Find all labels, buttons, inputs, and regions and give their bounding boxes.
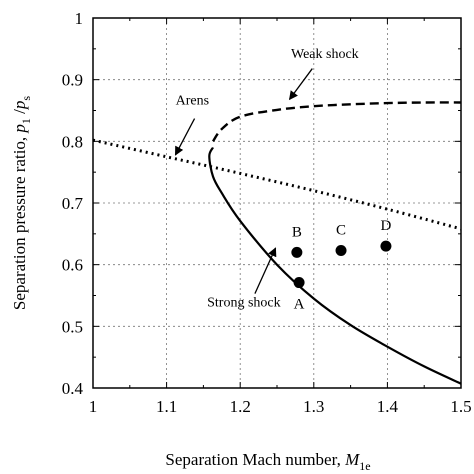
x-tick-label: 1.5 <box>450 397 471 416</box>
annotation-label-strong-shock: Strong shock <box>207 296 281 311</box>
tick-layer: 1 1.1 1.2 1.3 1.4 1.5 0.4 0.5 0.6 0.7 0.8 0.9 1 <box>62 9 472 416</box>
series-line-strong-shock <box>208 146 462 385</box>
data-point-b <box>291 246 303 258</box>
y-axis-label-var2: p <box>10 101 29 111</box>
data-point-d <box>380 240 392 252</box>
annotation-arrow-arens <box>174 118 196 156</box>
y-axis-label-sep: / <box>10 109 29 118</box>
x-tick-label: 1.1 <box>156 397 177 416</box>
y-axis-label-var1: p <box>10 124 29 134</box>
x-tick-label: 1 <box>89 397 98 416</box>
data-point-label-d: D <box>381 218 392 234</box>
x-tick-label: 1.2 <box>230 397 251 416</box>
series-layer <box>92 101 462 385</box>
data-point-label-a: A <box>294 297 305 313</box>
data-point-a <box>293 277 305 289</box>
y-axis-label: Separation pressure ratio, p1 /ps <box>10 96 33 310</box>
y-axis-label-sub2: s <box>19 96 33 101</box>
x-axis-label-text: Separation Mach number, <box>165 450 345 469</box>
y-axis-label-sub1: 1 <box>19 118 33 124</box>
y-tick-label: 0.8 <box>62 132 83 151</box>
y-tick-label: 0.6 <box>62 256 83 275</box>
data-point-c <box>335 244 347 256</box>
annotation-label-arens: Arens <box>176 93 209 108</box>
annotation-arrow-weak-shock <box>288 68 313 101</box>
points-layer: A B C D <box>291 218 392 313</box>
y-tick-label: 0.9 <box>62 71 83 90</box>
grid-layer <box>93 18 461 388</box>
series-line-arens <box>92 138 462 231</box>
y-tick-label: 0.4 <box>62 379 84 398</box>
x-axis-label: Separation Mach number, M1e <box>165 450 370 473</box>
x-axis-label-var: M <box>344 450 360 469</box>
y-tick-label: 0.7 <box>62 194 84 213</box>
series-line-weak-shock <box>211 101 462 142</box>
y-tick-label: 0.5 <box>62 317 83 336</box>
annotation-label-weak-shock: Weak shock <box>291 47 359 62</box>
x-tick-label: 1.3 <box>303 397 324 416</box>
x-tick-label: 1.4 <box>377 397 399 416</box>
y-tick-label: 1 <box>75 9 84 28</box>
x-axis-label-sub: 1e <box>359 459 370 473</box>
annotation-layer: Weak shock Arens Strong shock <box>174 47 359 311</box>
annotation-arrow-strong-shock <box>254 247 277 294</box>
data-point-label-c: C <box>336 222 346 238</box>
data-point-label-b: B <box>292 224 302 240</box>
y-axis-label-text: Separation pressure ratio, <box>10 133 29 311</box>
